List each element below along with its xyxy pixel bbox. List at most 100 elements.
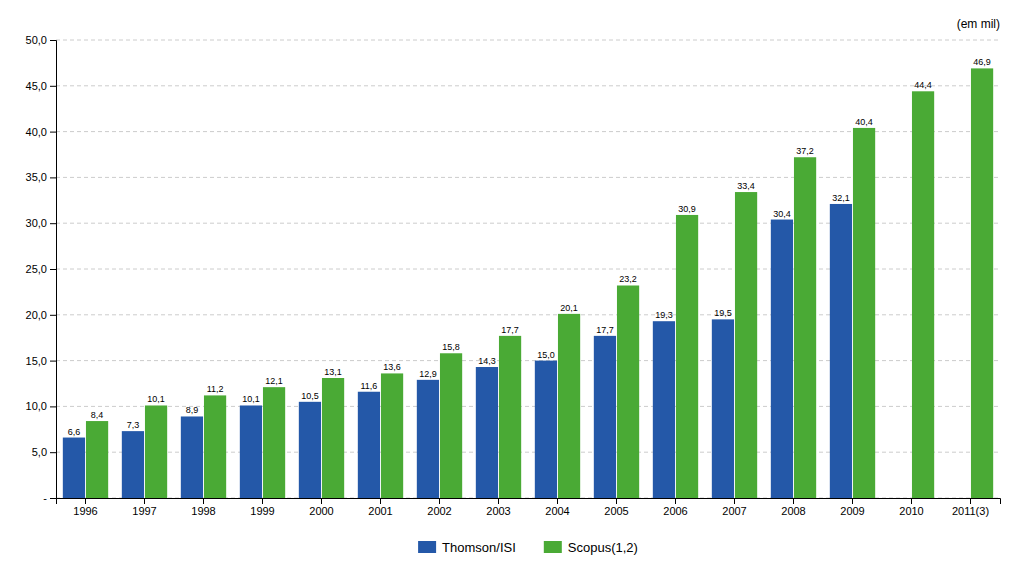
x-tick: 1996	[73, 498, 97, 517]
data-label: 30,4	[773, 209, 791, 219]
y-tick-mark	[50, 361, 56, 362]
bar	[653, 321, 675, 498]
x-tick-label: 2000	[309, 505, 333, 517]
y-tick-mark	[50, 315, 56, 316]
data-label: 14,3	[478, 356, 496, 366]
y-tick-mark	[50, 40, 56, 41]
bar	[712, 319, 734, 498]
data-label: 11,6	[361, 381, 378, 391]
x-tick-mark	[85, 498, 86, 504]
x-tick: 2006	[663, 498, 687, 517]
y-tick-mark	[50, 177, 56, 178]
grid	[56, 40, 1000, 498]
y-axis-line	[50, 41, 57, 499]
bar	[912, 91, 934, 498]
legend-item: Scopus(1,2)	[544, 540, 638, 555]
bar	[830, 204, 852, 498]
data-label: 33,4	[737, 181, 755, 191]
x-tick-label: 1998	[191, 505, 215, 517]
x-tick-label: 2001	[368, 505, 392, 517]
bar	[853, 128, 875, 498]
bar	[735, 192, 757, 498]
data-label: 30,9	[678, 204, 696, 214]
y-tick: 35,0	[26, 171, 56, 183]
x-tick-mark	[734, 498, 735, 504]
bar	[594, 336, 616, 498]
data-label: 10,1	[147, 394, 165, 404]
bars	[63, 68, 993, 498]
y-tick-mark	[50, 86, 56, 87]
grid-line	[56, 85, 1000, 86]
bar-series	[86, 68, 993, 498]
x-tick: 2005	[604, 498, 628, 517]
y-axis: -5,010,015,020,025,030,035,040,045,050,0	[26, 34, 57, 504]
bar	[948, 498, 970, 499]
x-tick: 2004	[545, 498, 569, 517]
x-tick-mark	[498, 498, 499, 504]
data-label: 20,1	[560, 303, 578, 313]
y-tick: -	[43, 492, 56, 504]
y-tick-mark	[50, 132, 56, 133]
x-tick-label: 2005	[604, 505, 628, 517]
x-tick-mark	[203, 498, 204, 504]
x-tick-mark	[852, 498, 853, 504]
y-tick-label: 25,0	[26, 263, 47, 275]
y-tick: 5,0	[32, 446, 56, 458]
x-tick-mark	[380, 498, 381, 504]
data-label: 40,4	[855, 117, 873, 127]
legend-label: Thomson/ISI	[442, 540, 516, 555]
x-tick: 2008	[781, 498, 805, 517]
data-label: 8,9	[186, 405, 199, 415]
y-tick: 25,0	[26, 263, 56, 275]
legend-label: Scopus(1,2)	[568, 540, 638, 555]
bar	[299, 402, 321, 498]
x-tick-label: 2010	[899, 505, 923, 517]
data-label: 32,1	[832, 193, 850, 203]
legend: Thomson/ISI Scopus(1,2)	[418, 540, 638, 555]
y-tick: 50,0	[26, 34, 56, 46]
x-tick-label: 1999	[250, 505, 274, 517]
bar	[204, 395, 226, 498]
bar	[358, 392, 380, 498]
bar	[440, 353, 462, 498]
y-tick: 15,0	[26, 355, 56, 367]
bar	[771, 220, 793, 498]
x-tick-label: 2002	[427, 505, 451, 517]
bar	[181, 416, 203, 498]
bar	[535, 361, 557, 498]
y-tick-mark	[50, 452, 56, 453]
x-tick-mark	[675, 498, 676, 504]
plot: 6,67,38,910,110,511,612,914,315,017,719,…	[26, 34, 1001, 517]
x-tick: 2000	[309, 498, 333, 517]
x-tick-mark	[262, 498, 263, 504]
bar	[240, 405, 262, 498]
legend-item: Thomson/ISI	[418, 540, 516, 555]
y-tick: 20,0	[26, 309, 56, 321]
x-tick: 2002	[427, 498, 451, 517]
data-label: 46,9	[973, 57, 991, 67]
x-tick: 2009	[840, 498, 864, 517]
x-tick: 1999	[250, 498, 274, 517]
bar	[676, 215, 698, 498]
bar	[499, 336, 521, 498]
data-label: 17,7	[501, 325, 519, 335]
y-tick: 40,0	[26, 126, 56, 138]
x-tick-label: 2007	[722, 505, 746, 517]
x-tick: 1997	[132, 498, 156, 517]
data-label: 19,5	[714, 308, 732, 318]
bar	[322, 378, 344, 498]
bar	[263, 387, 285, 498]
x-tick: 2003	[486, 498, 510, 517]
data-label: 11,2	[207, 384, 224, 394]
x-tick: 2007	[722, 498, 746, 517]
x-tick-label: 2009	[840, 505, 864, 517]
y-tick-label: -	[43, 492, 47, 504]
x-tick-label: 2006	[663, 505, 687, 517]
x-tick-mark	[616, 498, 617, 504]
legend-swatch	[544, 541, 562, 553]
bar	[794, 157, 816, 498]
x-tick: 2011(3)	[952, 498, 989, 517]
x-tick-mark	[557, 498, 558, 504]
bar	[145, 405, 167, 498]
data-label: 10,1	[242, 394, 260, 404]
